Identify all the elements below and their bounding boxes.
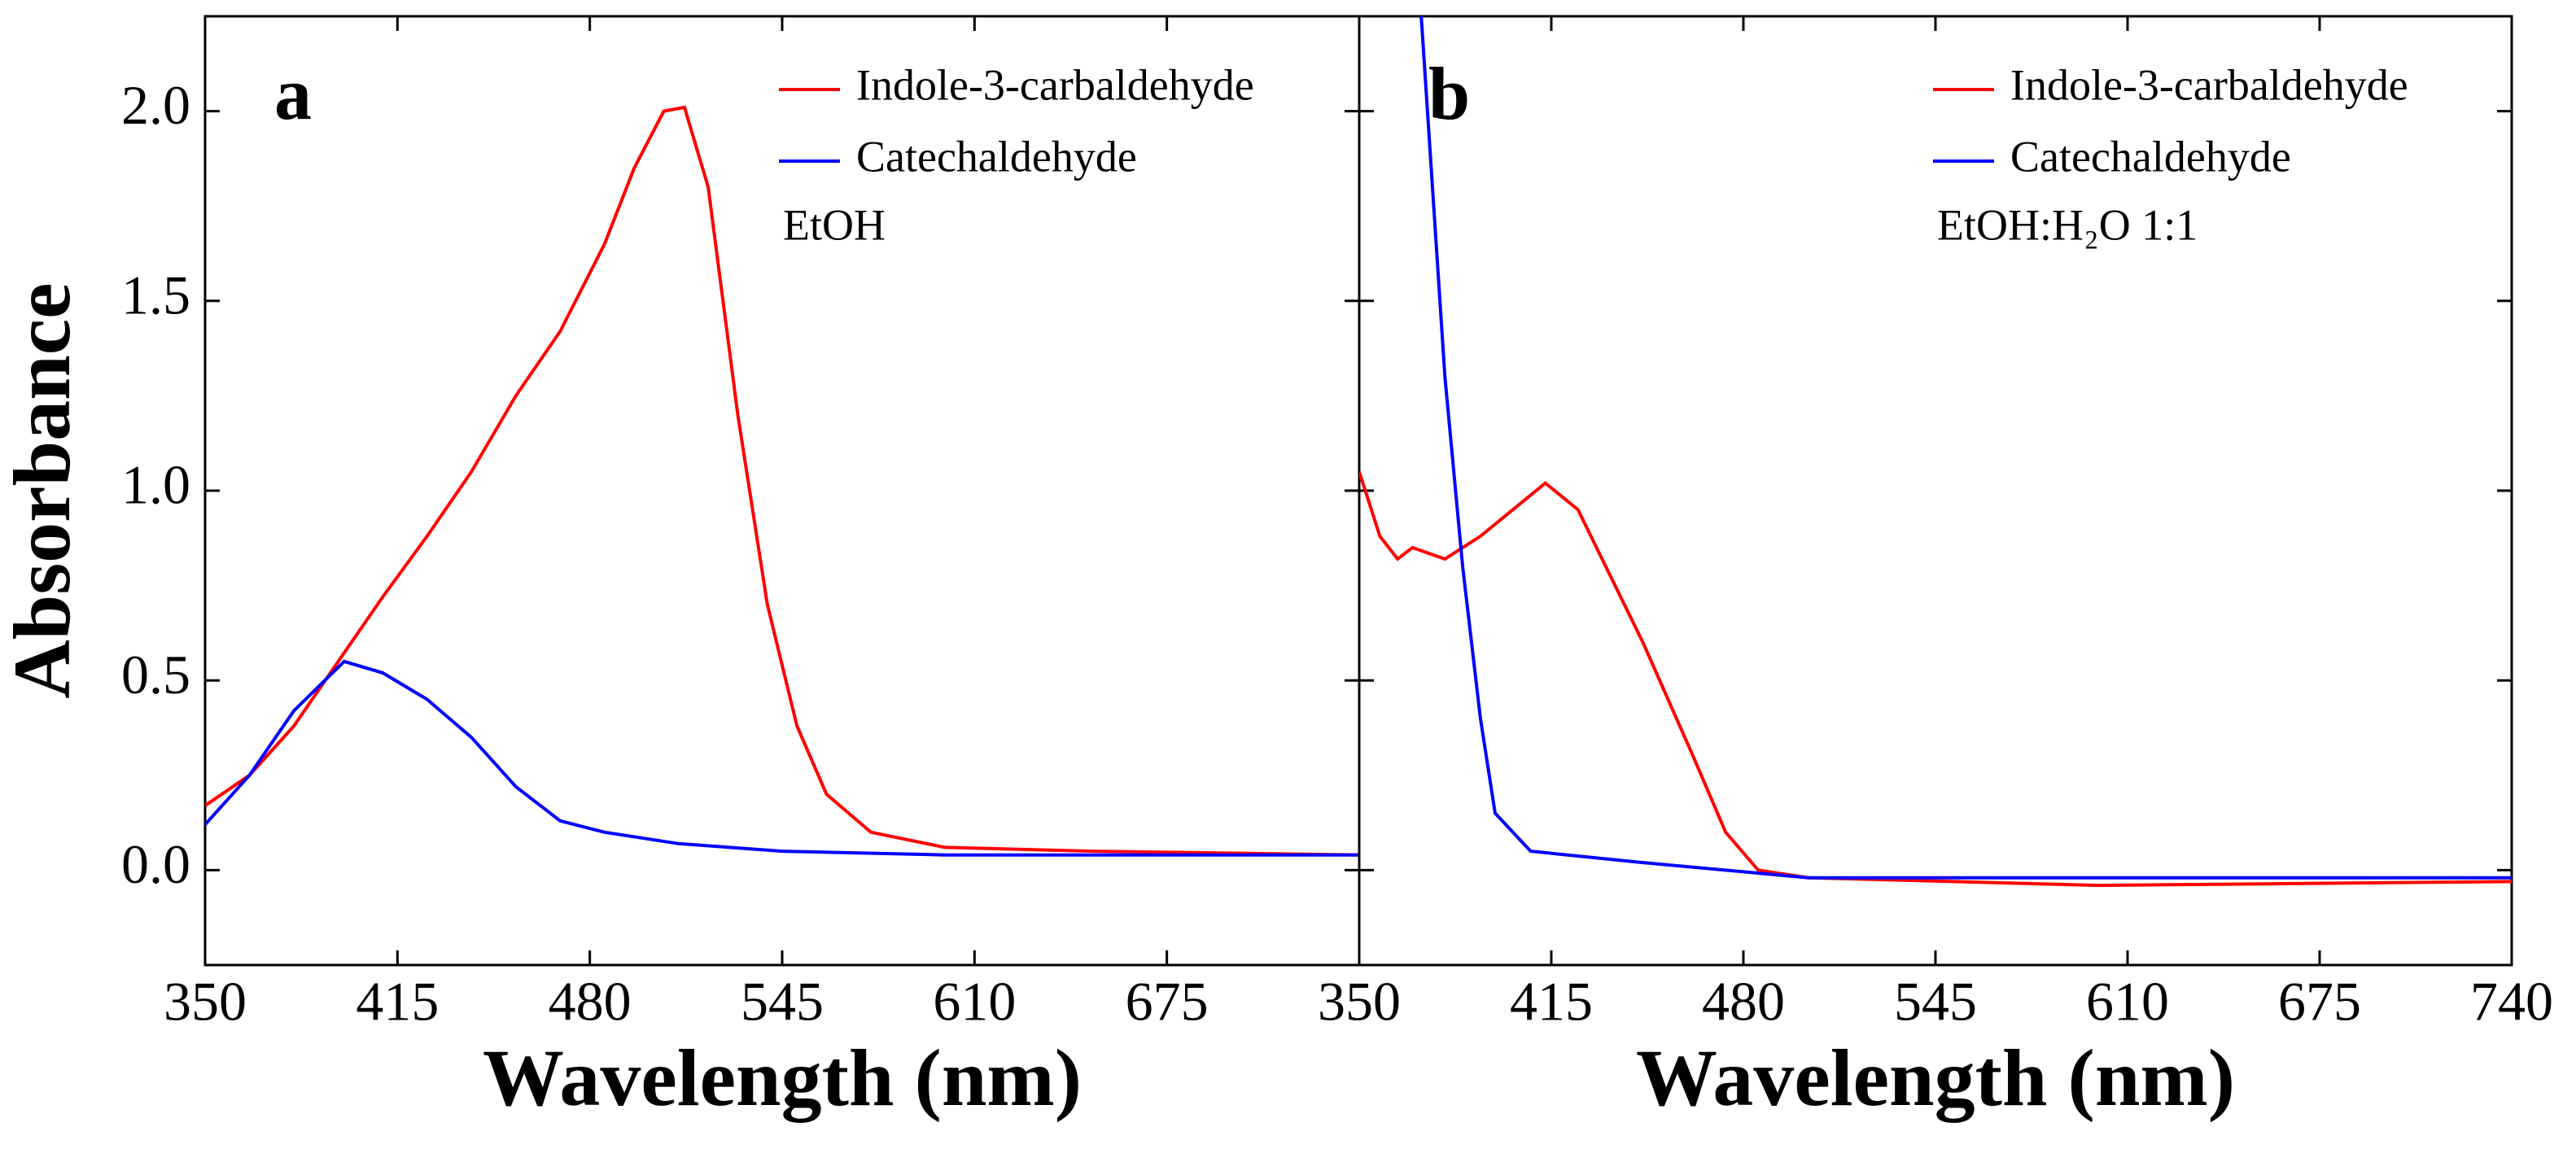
x-axis-title: Wavelength (nm) [1636,1033,2235,1123]
x-tick-label: 545 [1894,971,1977,1033]
y-tick-label: 0.0 [121,833,190,895]
annotation: EtOH:H₂O 1:1 [1937,200,2198,249]
x-tick-label: 415 [1510,971,1593,1033]
y-tick-label: 0.5 [121,644,190,705]
plot-frame [1358,15,2513,967]
y-axis-title: Absorbance [0,282,87,698]
series-line [205,105,1359,857]
legend-label: Catechaldehyde [856,132,1137,181]
legend-label: Indole-3-carbaldehyde [856,60,1254,109]
x-tick-label: 675 [2278,971,2361,1033]
x-tick-label: 350 [164,971,247,1033]
series-line [205,659,1359,857]
x-axis-title: Wavelength (nm) [483,1033,1082,1123]
x-tick-label: 415 [356,971,439,1033]
x-tick-label: 480 [1702,971,1785,1033]
x-tick-label: 675 [1126,971,1209,1033]
legend-label: Indole-3-carbaldehyde [2010,60,2408,109]
y-tick-label: 2.0 [121,74,190,136]
panel-label: a [274,52,312,135]
x-tick-label: 740 [2470,971,2553,1033]
annotation: EtOH [783,200,886,249]
panel-label: b [1428,52,1470,135]
x-tick-label: 545 [741,971,824,1033]
y-tick-label: 1.5 [121,264,190,325]
series-line [1359,471,2512,888]
x-tick-label: 610 [2086,971,2169,1033]
x-tick-label: 480 [549,971,632,1033]
x-tick-label: 350 [1318,971,1401,1033]
series-line [1419,16,2512,880]
y-tick-label: 1.0 [121,454,190,516]
x-tick-label: 610 [933,971,1016,1033]
legend-label: Catechaldehyde [2010,132,2291,181]
plot-frame [203,15,1361,967]
